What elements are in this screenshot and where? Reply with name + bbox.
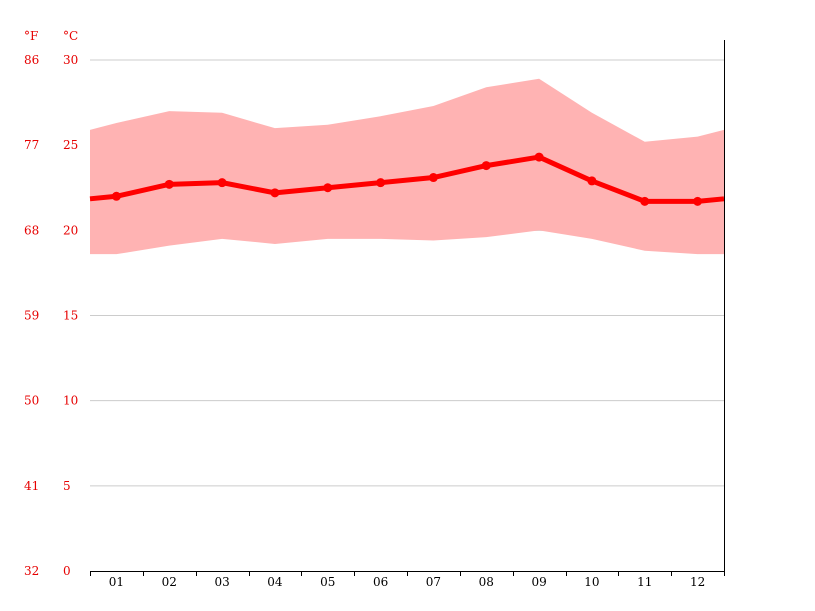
y-tick-labels: 86 30 77 25 68 20 59 15 50 10 41 5 32 0	[24, 53, 78, 578]
x-tick-label: 10	[584, 575, 599, 589]
celsius-unit-label: °C	[63, 29, 78, 43]
data-point	[164, 179, 174, 189]
y-tick-label-celsius: 30	[63, 53, 78, 67]
axes	[90, 40, 725, 576]
x-tick-label: 12	[690, 575, 705, 589]
data-point	[587, 176, 597, 186]
data-point	[640, 196, 650, 206]
fahrenheit-unit-label: °F	[24, 29, 38, 43]
y-tick-label-fahrenheit: 77	[24, 138, 39, 152]
y-tick-label-fahrenheit: 68	[24, 223, 39, 237]
y-tick-label-fahrenheit: 59	[24, 309, 39, 323]
data-point	[481, 161, 491, 171]
data-point	[693, 196, 703, 206]
mean-temperature-series	[89, 152, 725, 206]
data-point	[428, 173, 438, 183]
x-tick-label: 06	[373, 575, 388, 589]
data-point	[111, 191, 121, 201]
temperature-range-band	[90, 78, 724, 255]
y-tick-label-celsius: 10	[63, 394, 78, 408]
x-tick-label: 02	[162, 575, 177, 589]
x-tick-label: 04	[267, 575, 283, 589]
y-tick-label-celsius: 20	[63, 223, 78, 237]
y-tick-label-celsius: 15	[63, 309, 78, 323]
x-tick-label: 03	[214, 575, 229, 589]
data-point	[376, 178, 386, 188]
mean-temperature-line	[89, 154, 725, 204]
x-tick-label: 09	[531, 575, 546, 589]
y-tick-label-celsius: 5	[63, 479, 71, 493]
data-point	[323, 183, 333, 193]
x-tick-label: 01	[109, 575, 124, 589]
y-tick-label-fahrenheit: 41	[24, 479, 39, 493]
x-tick-label: 08	[479, 575, 494, 589]
x-tick-label: 07	[426, 575, 441, 589]
x-tick-label: 11	[637, 575, 652, 589]
data-point	[270, 188, 280, 198]
x-tick-labels: 01 02 03 04 05 06 07 08 09 10 11 12	[109, 575, 705, 589]
data-point	[534, 152, 544, 162]
y-tick-label-celsius: 25	[63, 138, 78, 152]
y-tick-label-fahrenheit: 86	[24, 53, 39, 67]
x-tick-label: 05	[320, 575, 335, 589]
data-point	[217, 178, 227, 188]
y-tick-label-celsius: 0	[63, 564, 71, 578]
y-tick-label-fahrenheit: 50	[24, 394, 39, 408]
y-tick-label-fahrenheit: 32	[24, 564, 39, 578]
